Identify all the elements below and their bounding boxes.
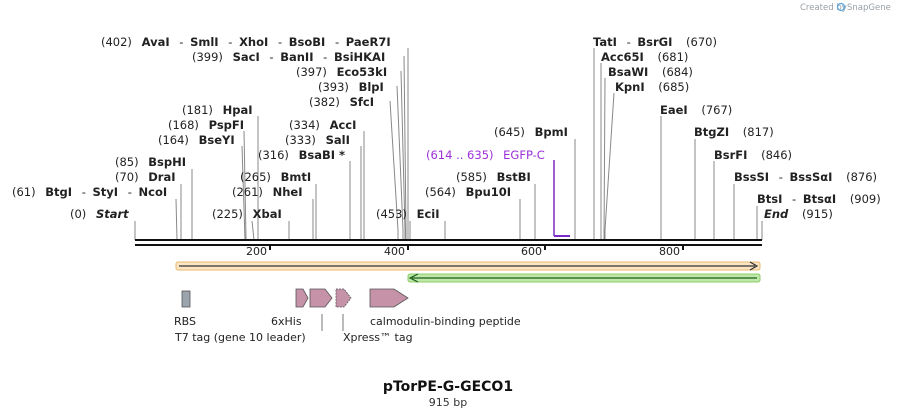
site-label-bpmi[interactable]: (645) BpmI bbox=[494, 125, 568, 139]
ruler-label-200: 200 bbox=[246, 245, 267, 258]
ruler-ticks bbox=[269, 244, 684, 250]
site-label-acci[interactable]: (334) AccI bbox=[289, 118, 356, 132]
primer-egfp-c[interactable] bbox=[553, 160, 570, 237]
cut-lines bbox=[134, 48, 763, 241]
site-label-bstbi[interactable]: (585) BstBI bbox=[456, 170, 531, 184]
sequence-backbone bbox=[135, 239, 762, 246]
site-label-sfci[interactable]: (382) SfcI bbox=[309, 95, 374, 109]
site-label-eaei[interactable]: EaeI (767) bbox=[660, 103, 732, 117]
cut-line-sfci bbox=[389, 100, 399, 240]
site-label-nhei[interactable]: (261) NheI bbox=[232, 185, 302, 199]
site-label-bpu10i[interactable]: (564) Bpu10I bbox=[425, 185, 511, 199]
feature-xpress-tag[interactable] bbox=[335, 288, 352, 308]
feature-label-t7: T7 tag (gene 10 leader) bbox=[174, 331, 306, 344]
credit-brand: SnapGene bbox=[847, 3, 891, 13]
feature-label-rbs: RBS bbox=[174, 315, 196, 328]
site-label-xbai[interactable]: (225) XbaI bbox=[212, 207, 282, 221]
feature-rbs[interactable] bbox=[181, 290, 191, 308]
plasmid-length: 915 bp bbox=[429, 396, 467, 409]
start-label: (0) Start bbox=[70, 207, 129, 221]
site-label-avai-group[interactable]: (402) AvaI - SmlI - XhoI - BsoBI - PaeR7… bbox=[101, 35, 391, 49]
site-label-drai[interactable]: (70) DraI bbox=[115, 170, 176, 184]
cut-line-eco53ki bbox=[400, 70, 406, 240]
cut-line-pspfi bbox=[243, 130, 247, 241]
feature-leader-lines bbox=[321, 314, 344, 331]
site-label-saci-group[interactable]: (399) SacI - BanII - BsiHKAI bbox=[192, 50, 385, 64]
feature-label-xpress: Xpress™ tag bbox=[343, 331, 413, 344]
cut-line-bsawi bbox=[603, 77, 606, 241]
feature-6xhis[interactable] bbox=[309, 288, 333, 308]
feature-label-6xhis: 6xHis bbox=[271, 315, 302, 328]
primer-label[interactable]: (614 .. 635) EGFP-C bbox=[426, 148, 545, 162]
site-label-eco53ki[interactable]: (397) Eco53kI bbox=[296, 65, 387, 79]
site-label-bsawi[interactable]: BsaWI (684) bbox=[608, 65, 693, 79]
ruler-label-400: 400 bbox=[384, 245, 405, 258]
ruler-label-600: 600 bbox=[521, 245, 542, 258]
feature-orange-arrow[interactable] bbox=[175, 261, 761, 271]
ruler-label-800: 800 bbox=[659, 245, 680, 258]
site-label-acc65i[interactable]: Acc65I (681) bbox=[601, 50, 688, 64]
arrow-right-icon bbox=[309, 288, 333, 308]
arrow-right-icon bbox=[369, 288, 409, 308]
site-label-hpai[interactable]: (181) HpaI bbox=[182, 103, 253, 117]
cut-line-kpni bbox=[604, 92, 615, 240]
credit-text: Created by bbox=[800, 3, 847, 13]
site-label-tati-group[interactable]: TatI - BsrGI (670) bbox=[593, 35, 717, 49]
feature-label-calmodulin: calmodulin-binding peptide bbox=[370, 315, 521, 328]
site-label-btgi-group[interactable]: (61) BtgI - StyI - NcoI bbox=[12, 185, 167, 199]
feature-t7-tag[interactable] bbox=[295, 288, 309, 308]
site-label-kpni[interactable]: KpnI (685) bbox=[615, 80, 689, 94]
feature-calmodulin-binding-peptide[interactable] bbox=[369, 288, 409, 308]
site-label-pspfi[interactable]: (168) PspFI bbox=[168, 118, 244, 132]
site-label-bseyi[interactable]: (164) BseYI bbox=[158, 133, 235, 147]
site-label-btsi-group[interactable]: BtsI - BtsαI (909) bbox=[757, 192, 881, 206]
cut-line-blpi bbox=[396, 85, 404, 240]
site-label-ecii[interactable]: (453) EciI bbox=[376, 207, 440, 221]
site-label-bsabi[interactable]: (316) BsaBI * bbox=[258, 148, 345, 162]
site-label-blpi[interactable]: (393) BlpI bbox=[318, 80, 384, 94]
site-label-bsrfi[interactable]: BsrFI (846) bbox=[714, 148, 792, 162]
site-label-sali[interactable]: (333) SalI bbox=[285, 133, 350, 147]
arrow-right-icon bbox=[295, 288, 309, 308]
cut-line-btgi bbox=[175, 198, 178, 241]
cut-line-bseyi bbox=[241, 145, 246, 241]
snapgene-logo-icon bbox=[836, 2, 846, 12]
cut-line-saci bbox=[403, 55, 407, 240]
end-label: End (915) bbox=[764, 207, 833, 221]
site-label-bmti[interactable]: (265) BmtI bbox=[240, 170, 311, 184]
site-label-bsssi-group[interactable]: BssSI - BssSαI (876) bbox=[734, 170, 877, 184]
arrow-right-icon bbox=[335, 288, 352, 308]
plasmid-title: pTorPE-G-GECO1 bbox=[383, 379, 513, 395]
site-label-btgzi[interactable]: BtgZI (817) bbox=[694, 125, 774, 139]
cut-line-xbai bbox=[251, 220, 255, 241]
site-label-bsphi[interactable]: (85) BspHI bbox=[115, 155, 186, 169]
feature-green-arrow[interactable] bbox=[407, 273, 761, 283]
rbs-box-icon bbox=[181, 290, 191, 308]
